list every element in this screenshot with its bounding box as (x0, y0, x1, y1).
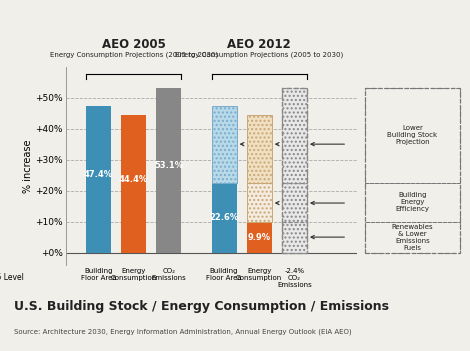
Text: Energy Consumption Projections (2005 to 2030): Energy Consumption Projections (2005 to … (175, 51, 344, 58)
Bar (282, 88, 307, 253)
Bar (282, 88, 307, 183)
Bar (365, 183, 460, 222)
Bar (365, 88, 460, 253)
Text: Source: Architecture 2030, Energy Information Administration, Annual Energy Outl: Source: Architecture 2030, Energy Inform… (14, 328, 352, 335)
Text: AEO 2012: AEO 2012 (227, 38, 291, 51)
Bar (247, 115, 272, 183)
Text: Energy Consumption Projections (2005 to 2030): Energy Consumption Projections (2005 to … (49, 51, 218, 58)
Bar (247, 222, 272, 253)
Text: 44.4%: 44.4% (119, 175, 148, 184)
Text: 9.9%: 9.9% (248, 233, 271, 242)
Bar (365, 222, 460, 253)
Bar (121, 115, 146, 253)
Text: AEO 2005: AEO 2005 (102, 38, 165, 51)
Bar (282, 222, 307, 253)
Text: U.S. Building Stock / Energy Consumption / Emissions: U.S. Building Stock / Energy Consumption… (14, 300, 389, 313)
Text: Renewables
& Lower
Emissions
Fuels: Renewables & Lower Emissions Fuels (392, 224, 433, 251)
Bar (212, 183, 236, 253)
Text: 22.6%: 22.6% (210, 213, 239, 222)
Text: Building
Energy
Efficiency: Building Energy Efficiency (395, 192, 430, 212)
Text: 53.1%: 53.1% (154, 161, 183, 170)
Bar (247, 183, 272, 222)
Text: 2005 Level: 2005 Level (0, 273, 24, 282)
Bar (212, 106, 236, 183)
Bar (365, 88, 460, 183)
Y-axis label: % increase: % increase (23, 139, 32, 193)
Text: Lower
Building Stock
Projection: Lower Building Stock Projection (387, 125, 438, 145)
Bar (86, 106, 111, 253)
Text: 47.4%: 47.4% (84, 170, 113, 179)
Bar (156, 88, 181, 253)
Bar (282, 183, 307, 222)
